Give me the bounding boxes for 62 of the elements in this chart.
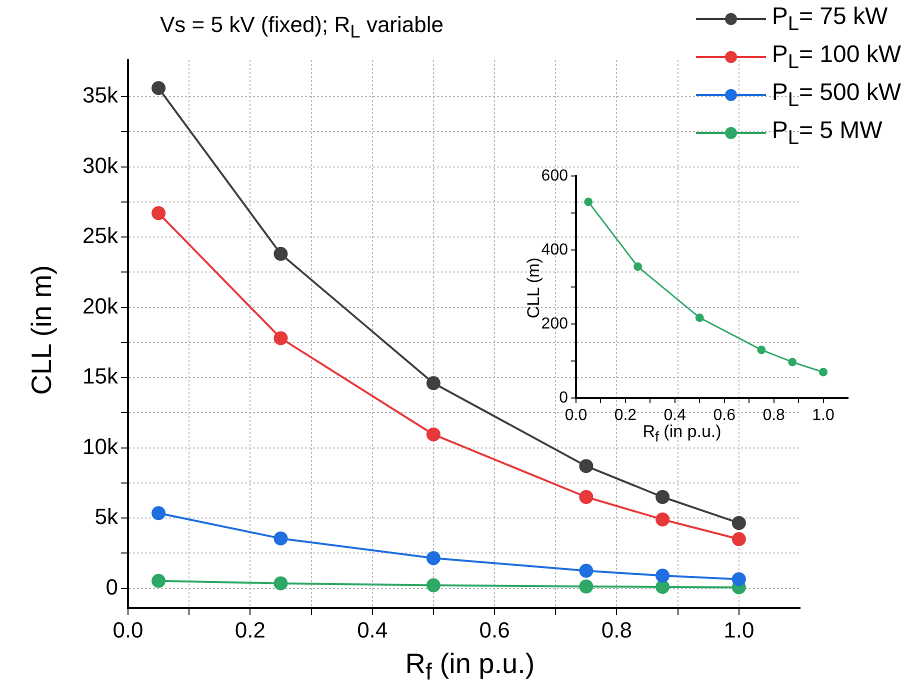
x-tick-label: 0.8 (762, 407, 786, 424)
x-axis-title: R$_{f}$ (in p.u.) (405, 648, 535, 686)
y-tick-label: 0 (106, 574, 118, 600)
point (426, 578, 440, 592)
point (274, 531, 288, 546)
point (732, 572, 746, 586)
point (579, 564, 594, 578)
x-tick-label: 0.0 (112, 617, 144, 642)
y-tick-label: 10k (82, 434, 119, 459)
legend-label: P$_{L}$= 75 kW (772, 2, 888, 36)
x-tick-label: 0.4 (357, 617, 388, 642)
point (152, 81, 166, 96)
point (274, 576, 288, 590)
point (634, 262, 642, 271)
y-tick-label: 25k (82, 223, 119, 248)
point (695, 313, 704, 322)
point (788, 358, 797, 366)
point (819, 368, 828, 376)
point (732, 532, 746, 546)
point (152, 206, 166, 220)
point (426, 551, 440, 566)
point (656, 512, 670, 526)
point (274, 246, 288, 261)
y-axis-title: CLL (m) (524, 258, 543, 318)
x-tick-label: 0.6 (713, 407, 736, 424)
point (656, 568, 670, 583)
point (579, 490, 594, 504)
legend-label: P$_{L}$= 5 MW (772, 116, 882, 150)
x-tick-label: 0.2 (234, 617, 266, 642)
y-tick-label: 5k (94, 504, 119, 530)
point (757, 346, 766, 354)
point (579, 459, 594, 474)
chart-title: Vs = 5 kV (fixed); R$_{L}$ variable (160, 12, 444, 42)
point (656, 490, 670, 504)
y-tick-label: 0 (559, 389, 568, 406)
point (579, 580, 594, 594)
y-tick-label: 30k (82, 152, 119, 178)
x-tick-label: 1.0 (724, 617, 754, 642)
y-tick-label: 20k (82, 293, 119, 318)
point (426, 427, 440, 442)
x-tick-label: 0.2 (614, 407, 637, 424)
point (152, 506, 166, 520)
point (152, 574, 166, 588)
x-tick-label: 0.4 (664, 407, 686, 424)
y-tick-label: 35k (82, 82, 119, 108)
point (426, 376, 440, 390)
x-tick-label: 0.6 (479, 617, 510, 642)
x-axis-title: R$_{f}$ (in p.u.) (642, 422, 722, 446)
y-tick-label: 600 (541, 167, 568, 184)
y-tick-label: 400 (541, 241, 568, 258)
y-tick-label: 200 (541, 315, 568, 332)
x-tick-label: 0.8 (601, 617, 632, 642)
x-tick-label: 0.0 (564, 407, 588, 424)
point (584, 198, 593, 206)
y-axis-title: CLL (in m) (26, 265, 58, 395)
legend-label: P$_{L}$= 500 kW (772, 78, 901, 112)
legend-label: P$_{L}$= 100 kW (772, 40, 901, 74)
point (274, 331, 288, 346)
y-tick-label: 15k (82, 364, 119, 389)
x-tick-label: 1.0 (812, 407, 834, 424)
point (656, 580, 670, 594)
point (732, 516, 746, 530)
